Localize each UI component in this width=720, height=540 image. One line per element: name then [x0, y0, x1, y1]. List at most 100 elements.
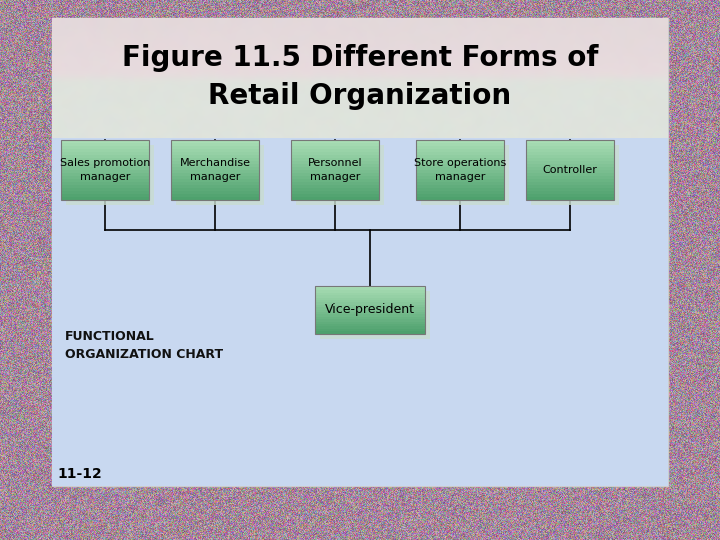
FancyBboxPatch shape: [61, 160, 149, 164]
FancyBboxPatch shape: [416, 197, 504, 200]
Text: Store operations
manager: Store operations manager: [414, 158, 506, 181]
FancyBboxPatch shape: [171, 181, 259, 185]
FancyBboxPatch shape: [315, 329, 425, 332]
FancyBboxPatch shape: [291, 172, 379, 176]
FancyBboxPatch shape: [526, 185, 614, 188]
FancyBboxPatch shape: [171, 176, 259, 179]
FancyBboxPatch shape: [315, 331, 425, 334]
FancyBboxPatch shape: [315, 295, 425, 298]
FancyBboxPatch shape: [291, 143, 379, 146]
FancyBboxPatch shape: [291, 193, 379, 197]
FancyBboxPatch shape: [171, 145, 259, 149]
FancyBboxPatch shape: [526, 166, 614, 170]
FancyBboxPatch shape: [315, 326, 425, 329]
FancyBboxPatch shape: [52, 18, 668, 486]
FancyBboxPatch shape: [526, 160, 614, 164]
FancyBboxPatch shape: [315, 321, 425, 325]
FancyBboxPatch shape: [171, 185, 259, 188]
FancyBboxPatch shape: [526, 154, 614, 158]
FancyBboxPatch shape: [66, 145, 154, 205]
Text: Controller: Controller: [543, 165, 598, 175]
Text: Sales promotion
manager: Sales promotion manager: [60, 158, 150, 181]
Text: Personnel
manager: Personnel manager: [307, 158, 362, 181]
FancyBboxPatch shape: [171, 148, 259, 152]
FancyBboxPatch shape: [61, 152, 149, 155]
FancyBboxPatch shape: [171, 193, 259, 197]
FancyBboxPatch shape: [416, 187, 504, 191]
FancyBboxPatch shape: [315, 316, 425, 320]
FancyBboxPatch shape: [315, 286, 425, 288]
FancyBboxPatch shape: [315, 324, 425, 327]
FancyBboxPatch shape: [291, 139, 379, 143]
FancyBboxPatch shape: [61, 154, 149, 158]
FancyBboxPatch shape: [61, 139, 149, 143]
FancyBboxPatch shape: [421, 145, 509, 205]
FancyBboxPatch shape: [171, 160, 259, 164]
FancyBboxPatch shape: [291, 179, 379, 182]
FancyBboxPatch shape: [61, 193, 149, 197]
FancyBboxPatch shape: [416, 143, 504, 146]
FancyBboxPatch shape: [171, 139, 259, 143]
FancyBboxPatch shape: [171, 187, 259, 191]
FancyBboxPatch shape: [176, 145, 264, 205]
FancyBboxPatch shape: [52, 138, 668, 486]
FancyBboxPatch shape: [171, 179, 259, 182]
FancyBboxPatch shape: [526, 152, 614, 155]
FancyBboxPatch shape: [291, 154, 379, 158]
FancyBboxPatch shape: [526, 148, 614, 152]
FancyBboxPatch shape: [171, 164, 259, 167]
FancyBboxPatch shape: [526, 197, 614, 200]
FancyBboxPatch shape: [291, 170, 379, 173]
FancyBboxPatch shape: [315, 288, 425, 291]
FancyBboxPatch shape: [416, 191, 504, 194]
FancyBboxPatch shape: [291, 152, 379, 155]
FancyBboxPatch shape: [315, 312, 425, 315]
FancyBboxPatch shape: [526, 191, 614, 194]
FancyBboxPatch shape: [291, 176, 379, 179]
FancyBboxPatch shape: [291, 158, 379, 161]
FancyBboxPatch shape: [526, 179, 614, 182]
FancyBboxPatch shape: [416, 181, 504, 185]
FancyBboxPatch shape: [61, 176, 149, 179]
FancyBboxPatch shape: [526, 158, 614, 161]
FancyBboxPatch shape: [291, 164, 379, 167]
FancyBboxPatch shape: [526, 170, 614, 173]
FancyBboxPatch shape: [315, 300, 425, 303]
Text: FUNCTIONAL
ORGANIZATION CHART: FUNCTIONAL ORGANIZATION CHART: [65, 330, 223, 361]
Text: Vice-president: Vice-president: [325, 303, 415, 316]
FancyBboxPatch shape: [526, 176, 614, 179]
FancyBboxPatch shape: [171, 197, 259, 200]
FancyBboxPatch shape: [61, 187, 149, 191]
FancyBboxPatch shape: [526, 145, 614, 149]
FancyBboxPatch shape: [61, 158, 149, 161]
FancyBboxPatch shape: [171, 152, 259, 155]
FancyBboxPatch shape: [526, 193, 614, 197]
FancyBboxPatch shape: [61, 191, 149, 194]
FancyBboxPatch shape: [526, 143, 614, 146]
FancyBboxPatch shape: [171, 143, 259, 146]
FancyBboxPatch shape: [61, 172, 149, 176]
FancyBboxPatch shape: [416, 185, 504, 188]
FancyBboxPatch shape: [526, 164, 614, 167]
FancyBboxPatch shape: [315, 314, 425, 317]
Text: Retail Organization: Retail Organization: [208, 82, 512, 110]
FancyBboxPatch shape: [61, 197, 149, 200]
Text: Figure 11.5 Different Forms of: Figure 11.5 Different Forms of: [122, 44, 598, 72]
FancyBboxPatch shape: [416, 158, 504, 161]
FancyBboxPatch shape: [315, 307, 425, 310]
FancyBboxPatch shape: [416, 145, 504, 149]
FancyBboxPatch shape: [171, 172, 259, 176]
FancyBboxPatch shape: [61, 185, 149, 188]
FancyBboxPatch shape: [416, 170, 504, 173]
FancyBboxPatch shape: [52, 18, 668, 138]
FancyBboxPatch shape: [531, 145, 619, 205]
FancyBboxPatch shape: [171, 154, 259, 158]
FancyBboxPatch shape: [291, 166, 379, 170]
FancyBboxPatch shape: [315, 319, 425, 322]
FancyBboxPatch shape: [61, 148, 149, 152]
Text: 11-12: 11-12: [57, 467, 102, 481]
FancyBboxPatch shape: [291, 145, 379, 149]
FancyBboxPatch shape: [171, 191, 259, 194]
FancyBboxPatch shape: [61, 143, 149, 146]
FancyBboxPatch shape: [320, 291, 430, 339]
